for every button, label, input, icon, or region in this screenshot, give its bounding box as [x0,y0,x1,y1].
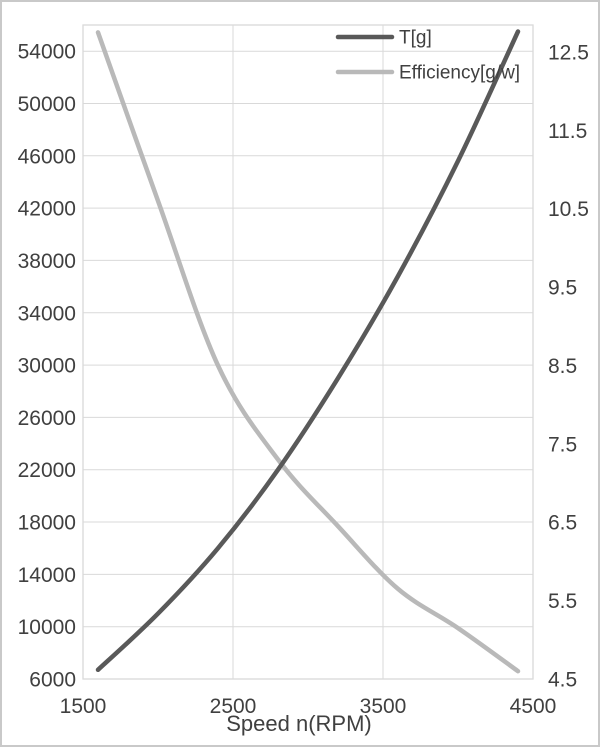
left-axis-tick-label: 14000 [18,564,76,587]
legend-label-efficiency-g-w: Efficiency[g/w] [399,63,520,84]
right-axis-tick-label: 11.5 [548,120,587,143]
left-axis-tick-label: 26000 [18,407,76,430]
x-axis-tick-label: 4500 [510,695,557,718]
right-axis-tick-label: 4.5 [548,669,577,692]
x-axis-tick-label: 1500 [60,695,107,718]
right-axis-tick-label: 6.5 [548,512,577,535]
series-line-efficiency-g-w [95,30,521,674]
left-axis-tick-label: 42000 [18,198,76,221]
x-axis-tick-label: 2500 [210,695,257,718]
right-axis-tick-label: 5.5 [548,590,577,613]
x-axis-title: Speed n(RPM) [226,711,372,736]
left-axis-tick-label: 22000 [18,459,76,482]
left-axis-tick-label: 46000 [18,145,76,168]
left-axis-tick-label: 34000 [18,302,76,325]
left-axis-tick-label: 30000 [18,355,76,378]
left-axis-tick-label: 18000 [18,512,76,535]
left-axis-tick-label: 10000 [18,616,76,639]
legend-label-t-g: T[g] [399,28,432,49]
left-axis-tick-label: 50000 [18,93,76,116]
right-axis-tick-label: 9.5 [548,277,577,300]
right-axis-tick-label: 7.5 [548,433,577,456]
x-axis-tick-label: 3500 [360,695,407,718]
plot-border [82,24,534,680]
right-axis-tick-label: 8.5 [548,355,577,378]
series-line-t-g [95,29,521,673]
left-axis-tick-label: 38000 [18,250,76,273]
left-axis-tick-label: 54000 [18,41,76,64]
right-axis-tick-label: 10.5 [548,198,589,221]
right-axis-tick-label: 12.5 [548,42,589,65]
left-axis-tick-label: 6000 [29,669,76,692]
